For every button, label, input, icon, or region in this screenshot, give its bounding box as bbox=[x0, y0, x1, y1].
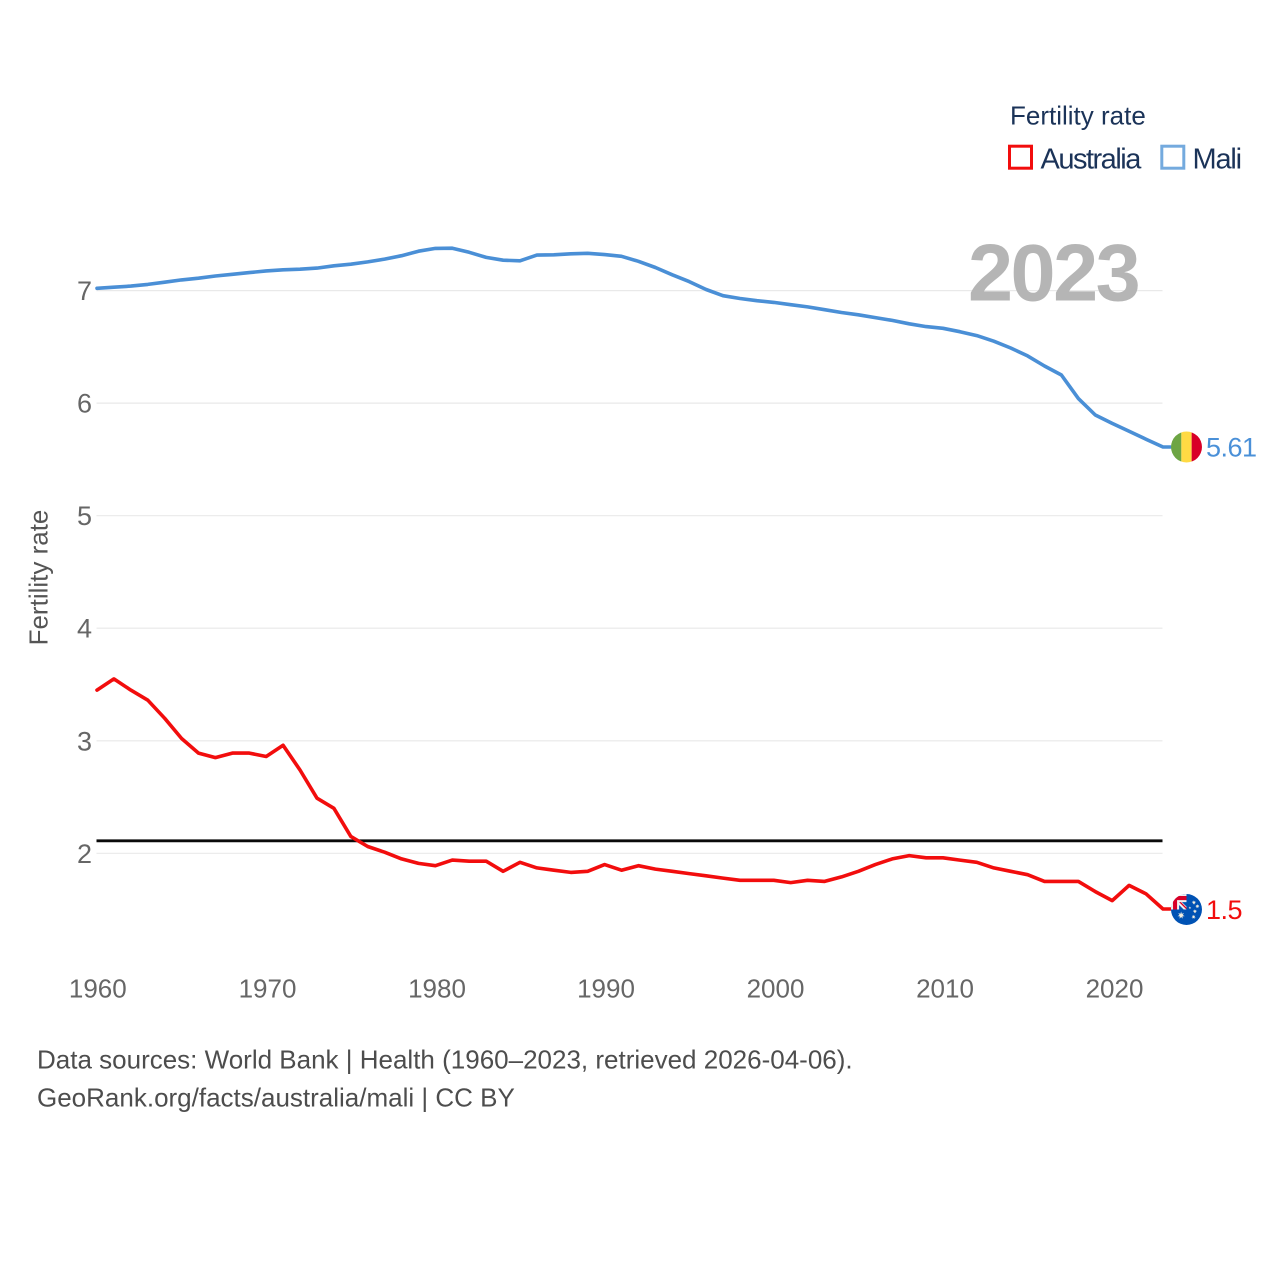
svg-text:GeoRank.org/facts/australia/ma: GeoRank.org/facts/australia/mali | CC BY bbox=[37, 1083, 515, 1113]
svg-text:4: 4 bbox=[77, 614, 92, 644]
svg-text:1.5: 1.5 bbox=[1206, 895, 1242, 925]
svg-text:Data sources: World Bank | Hea: Data sources: World Bank | Health (1960–… bbox=[37, 1045, 853, 1075]
svg-text:2010: 2010 bbox=[916, 974, 974, 1004]
svg-text:2: 2 bbox=[77, 839, 92, 869]
svg-text:2020: 2020 bbox=[1086, 974, 1144, 1004]
svg-text:1980: 1980 bbox=[408, 974, 466, 1004]
svg-text:2000: 2000 bbox=[747, 974, 805, 1004]
svg-text:1970: 1970 bbox=[239, 974, 297, 1004]
svg-text:3: 3 bbox=[77, 726, 92, 756]
svg-text:Fertility rate: Fertility rate bbox=[1010, 100, 1146, 130]
svg-text:Mali: Mali bbox=[1193, 144, 1241, 176]
svg-text:1960: 1960 bbox=[69, 974, 127, 1004]
svg-text:2023: 2023 bbox=[968, 229, 1139, 319]
svg-text:5.61: 5.61 bbox=[1206, 433, 1257, 463]
svg-text:Australia: Australia bbox=[1041, 144, 1143, 176]
svg-text:6: 6 bbox=[77, 389, 92, 419]
svg-text:1990: 1990 bbox=[577, 974, 635, 1004]
svg-text:5: 5 bbox=[77, 501, 92, 531]
svg-text:Fertility rate: Fertility rate bbox=[24, 510, 54, 646]
svg-text:7: 7 bbox=[77, 276, 92, 306]
